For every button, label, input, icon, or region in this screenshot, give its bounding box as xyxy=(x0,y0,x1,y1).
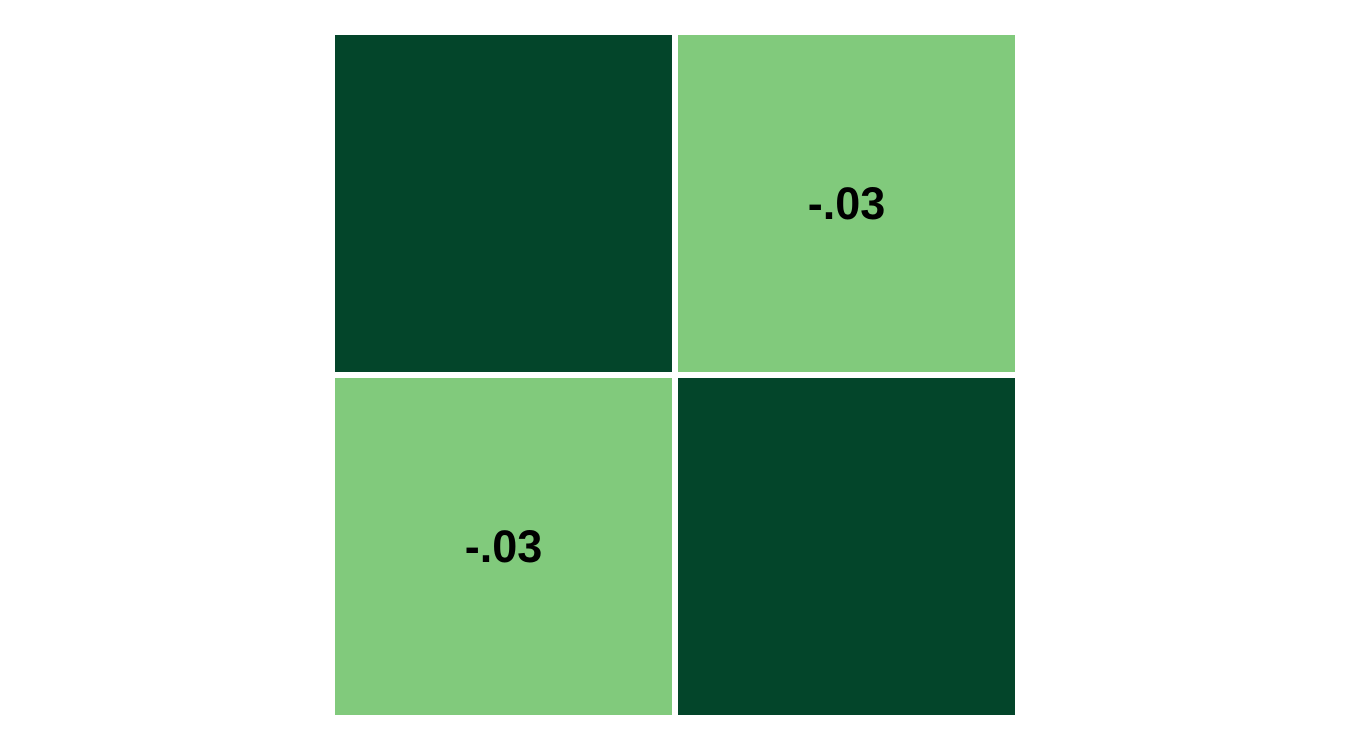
heatmap-cell-r0-c1 xyxy=(678,35,1015,372)
heatmap-labels: -.03 -.03 xyxy=(465,178,886,572)
heatmap-cell-r1-c1 xyxy=(678,378,1015,715)
cell-value-label-r0-c1: -.03 xyxy=(808,178,886,229)
heatmap-cells xyxy=(335,35,1015,715)
cell-value-label-r1-c0: -.03 xyxy=(465,521,543,572)
heatmap-cell-r0-c0 xyxy=(335,35,672,372)
heatmap-cell-r1-c0 xyxy=(335,378,672,715)
